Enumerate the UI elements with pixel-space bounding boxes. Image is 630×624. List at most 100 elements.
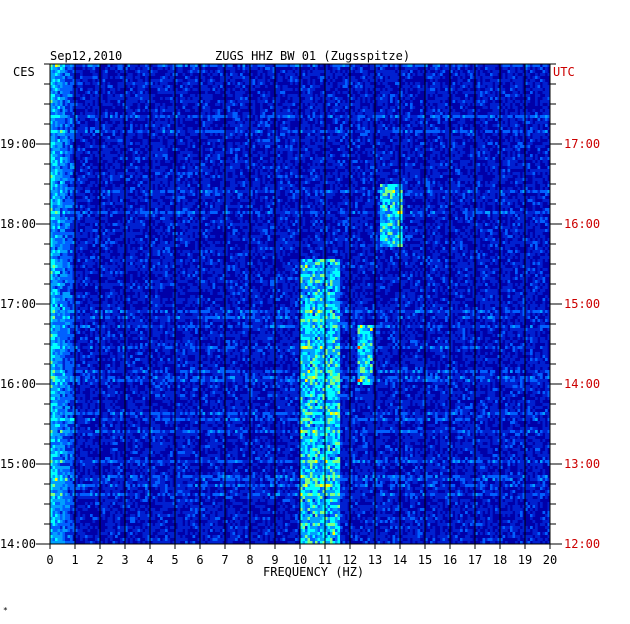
- heat-cell: [67, 115, 71, 118]
- heat-cell: [307, 73, 311, 76]
- heat-cell: [270, 64, 273, 67]
- heat-cell: [425, 166, 428, 169]
- heat-cell: [545, 151, 548, 154]
- heat-cell: [537, 115, 541, 118]
- heat-cell: [330, 76, 333, 79]
- heat-cell: [52, 76, 56, 79]
- heat-cell: [57, 118, 61, 121]
- heat-cell: [202, 112, 206, 115]
- heat-cell: [172, 100, 176, 103]
- heat-cell: [395, 130, 398, 133]
- heat-cell: [195, 109, 198, 112]
- heat-cell: [427, 184, 431, 187]
- heat-cell: [312, 124, 316, 127]
- heat-cell: [327, 136, 331, 139]
- heat-cell: [302, 160, 306, 163]
- heat-cell: [262, 79, 266, 82]
- heat-cell: [367, 97, 371, 100]
- heat-cell: [355, 130, 358, 133]
- heat-cell: [70, 97, 73, 100]
- heat-cell: [125, 151, 128, 154]
- heat-cell: [385, 184, 388, 187]
- heat-cell: [187, 70, 191, 73]
- heat-cell: [415, 184, 418, 187]
- heat-cell: [307, 109, 311, 112]
- heat-cell: [437, 67, 441, 70]
- heat-cell: [207, 97, 211, 100]
- heat-cell: [395, 67, 398, 70]
- heat-cell: [450, 67, 453, 70]
- heat-cell: [307, 88, 311, 91]
- heat-cell: [185, 136, 188, 139]
- heat-cell: [240, 94, 243, 97]
- heat-cell: [90, 136, 93, 139]
- heat-cell: [502, 91, 506, 94]
- heat-cell: [172, 64, 176, 67]
- heat-cell: [447, 106, 451, 109]
- heat-cell: [52, 115, 56, 118]
- heat-cell: [517, 178, 521, 181]
- heat-cell: [255, 163, 258, 166]
- heat-cell: [530, 130, 533, 133]
- heat-cell: [525, 67, 528, 70]
- heat-cell: [540, 133, 543, 136]
- heat-cell: [122, 64, 126, 67]
- heat-cell: [335, 175, 338, 178]
- heat-cell: [372, 187, 376, 190]
- heat-cell: [170, 85, 173, 88]
- heat-cell: [490, 67, 493, 70]
- heat-cell: [370, 139, 373, 142]
- heat-cell: [467, 91, 471, 94]
- heat-cell: [127, 94, 131, 97]
- heat-cell: [62, 178, 66, 181]
- heat-cell: [390, 184, 393, 187]
- heat-cell: [310, 100, 313, 103]
- heat-cell: [175, 91, 178, 94]
- heat-cell: [272, 187, 276, 190]
- heat-cell: [242, 145, 246, 148]
- heat-cell: [380, 70, 383, 73]
- heat-cell: [472, 178, 476, 181]
- heat-cell: [437, 103, 441, 106]
- heat-cell: [527, 130, 531, 133]
- heat-cell: [532, 172, 536, 175]
- heat-cell: [267, 166, 271, 169]
- heat-cell: [167, 91, 171, 94]
- heat-cell: [300, 154, 303, 157]
- heat-cell: [195, 121, 198, 124]
- heat-cell: [417, 136, 421, 139]
- heat-cell: [197, 184, 201, 187]
- heat-cell: [382, 73, 386, 76]
- heat-cell: [67, 82, 71, 85]
- heat-cell: [332, 139, 336, 142]
- heat-cell: [212, 154, 216, 157]
- heat-cell: [337, 70, 341, 73]
- heat-cell: [90, 112, 93, 115]
- heat-cell: [327, 172, 331, 175]
- heat-cell: [162, 178, 166, 181]
- heat-cell: [140, 85, 143, 88]
- heat-cell: [547, 142, 551, 145]
- heat-cell: [205, 169, 208, 172]
- heat-cell: [212, 79, 216, 82]
- heat-cell: [300, 88, 303, 91]
- heat-cell: [310, 145, 313, 148]
- heat-cell: [210, 127, 213, 130]
- heat-cell: [285, 139, 288, 142]
- heat-cell: [317, 157, 321, 160]
- heat-cell: [252, 145, 256, 148]
- heat-cell: [405, 91, 408, 94]
- heat-cell: [475, 121, 478, 124]
- heat-cell: [427, 130, 431, 133]
- heat-cell: [212, 118, 216, 121]
- heat-cell: [462, 76, 466, 79]
- heat-cell: [250, 133, 253, 136]
- heat-cell: [90, 103, 93, 106]
- heat-cell: [287, 160, 291, 163]
- heat-cell: [337, 115, 341, 118]
- heat-cell: [65, 91, 68, 94]
- heat-cell: [377, 178, 381, 181]
- heat-cell: [390, 121, 393, 124]
- heat-cell: [485, 124, 488, 127]
- heat-cell: [245, 142, 248, 145]
